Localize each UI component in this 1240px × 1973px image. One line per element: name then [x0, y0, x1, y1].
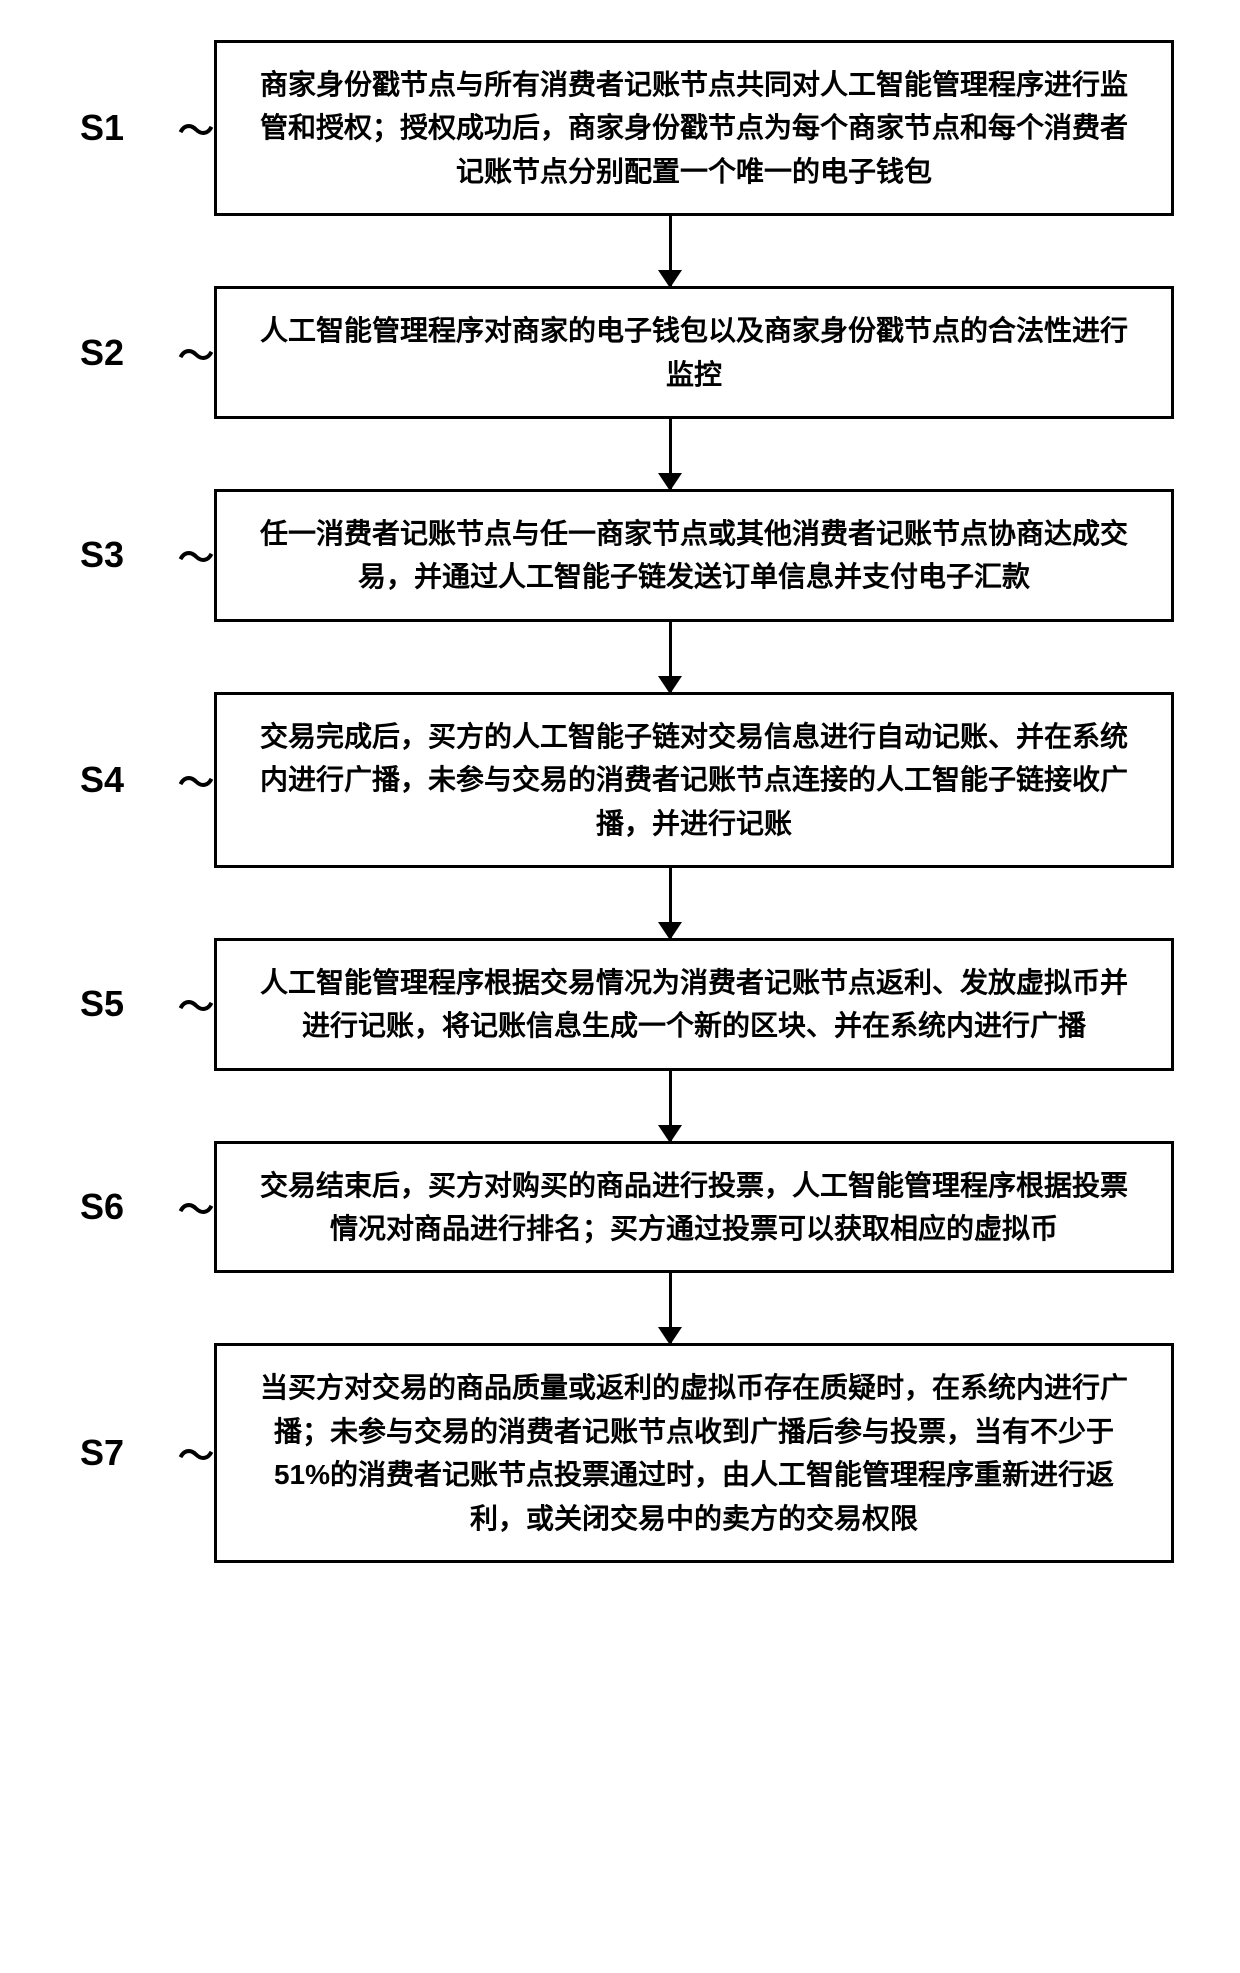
arrow-container — [20, 216, 1220, 286]
arrow-inner — [190, 1273, 1150, 1343]
step-label: S4 — [80, 759, 160, 801]
arrow-inner — [190, 216, 1150, 286]
arrow-container — [20, 1071, 1220, 1141]
step-label-wrap: S5 〜 — [80, 978, 214, 1030]
arrow-icon — [669, 216, 672, 286]
step-box-s3: 任一消费者记账节点与任一商家节点或其他消费者记账节点协商达成交易，并通过人工智能… — [214, 489, 1174, 622]
arrow-icon — [669, 1273, 672, 1343]
tilde-icon: 〜 — [178, 102, 214, 154]
step-label-wrap: S7 〜 — [80, 1427, 214, 1479]
step-label-wrap: S4 〜 — [80, 754, 214, 806]
step-label-wrap: S3 〜 — [80, 529, 214, 581]
step-box-s1: 商家身份戳节点与所有消费者记账节点共同对人工智能管理程序进行监管和授权；授权成功… — [214, 40, 1174, 216]
step-box-s7: 当买方对交易的商品质量或返利的虚拟币存在质疑时，在系统内进行广播；未参与交易的消… — [214, 1343, 1174, 1563]
step-row-s2: S2 〜 人工智能管理程序对商家的电子钱包以及商家身份戳节点的合法性进行监控 — [20, 286, 1220, 419]
step-label-wrap: S6 〜 — [80, 1181, 214, 1233]
step-row-s6: S6 〜 交易结束后，买方对购买的商品进行投票，人工智能管理程序根据投票情况对商… — [20, 1141, 1220, 1274]
step-row-s7: S7 〜 当买方对交易的商品质量或返利的虚拟币存在质疑时，在系统内进行广播；未参… — [20, 1343, 1220, 1563]
step-box-s4: 交易完成后，买方的人工智能子链对交易信息进行自动记账、并在系统内进行广播，未参与… — [214, 692, 1174, 868]
arrow-icon — [669, 1071, 672, 1141]
step-row-s4: S4 〜 交易完成后，买方的人工智能子链对交易信息进行自动记账、并在系统内进行广… — [20, 692, 1220, 868]
step-box-s6: 交易结束后，买方对购买的商品进行投票，人工智能管理程序根据投票情况对商品进行排名… — [214, 1141, 1174, 1274]
arrow-inner — [190, 622, 1150, 692]
arrow-icon — [669, 868, 672, 938]
tilde-icon: 〜 — [178, 327, 214, 379]
step-label: S5 — [80, 983, 160, 1025]
step-label-wrap: S2 〜 — [80, 327, 214, 379]
step-box-s5: 人工智能管理程序根据交易情况为消费者记账节点返利、发放虚拟币并进行记账，将记账信… — [214, 938, 1174, 1071]
tilde-icon: 〜 — [178, 1181, 214, 1233]
arrow-inner — [190, 868, 1150, 938]
step-row-s5: S5 〜 人工智能管理程序根据交易情况为消费者记账节点返利、发放虚拟币并进行记账… — [20, 938, 1220, 1071]
tilde-icon: 〜 — [178, 529, 214, 581]
tilde-icon: 〜 — [178, 978, 214, 1030]
arrow-inner — [190, 419, 1150, 489]
step-label: S1 — [80, 107, 160, 149]
tilde-icon: 〜 — [178, 1427, 214, 1479]
tilde-icon: 〜 — [178, 754, 214, 806]
step-row-s3: S3 〜 任一消费者记账节点与任一商家节点或其他消费者记账节点协商达成交易，并通… — [20, 489, 1220, 622]
step-label: S6 — [80, 1186, 160, 1228]
arrow-icon — [669, 622, 672, 692]
arrow-icon — [669, 419, 672, 489]
step-label: S7 — [80, 1432, 160, 1474]
arrow-inner — [190, 1071, 1150, 1141]
step-label: S2 — [80, 332, 160, 374]
flowchart-container: S1 〜 商家身份戳节点与所有消费者记账节点共同对人工智能管理程序进行监管和授权… — [20, 40, 1220, 1563]
step-label: S3 — [80, 534, 160, 576]
arrow-container — [20, 868, 1220, 938]
arrow-container — [20, 1273, 1220, 1343]
arrow-container — [20, 622, 1220, 692]
step-label-wrap: S1 〜 — [80, 102, 214, 154]
step-box-s2: 人工智能管理程序对商家的电子钱包以及商家身份戳节点的合法性进行监控 — [214, 286, 1174, 419]
step-row-s1: S1 〜 商家身份戳节点与所有消费者记账节点共同对人工智能管理程序进行监管和授权… — [20, 40, 1220, 216]
arrow-container — [20, 419, 1220, 489]
